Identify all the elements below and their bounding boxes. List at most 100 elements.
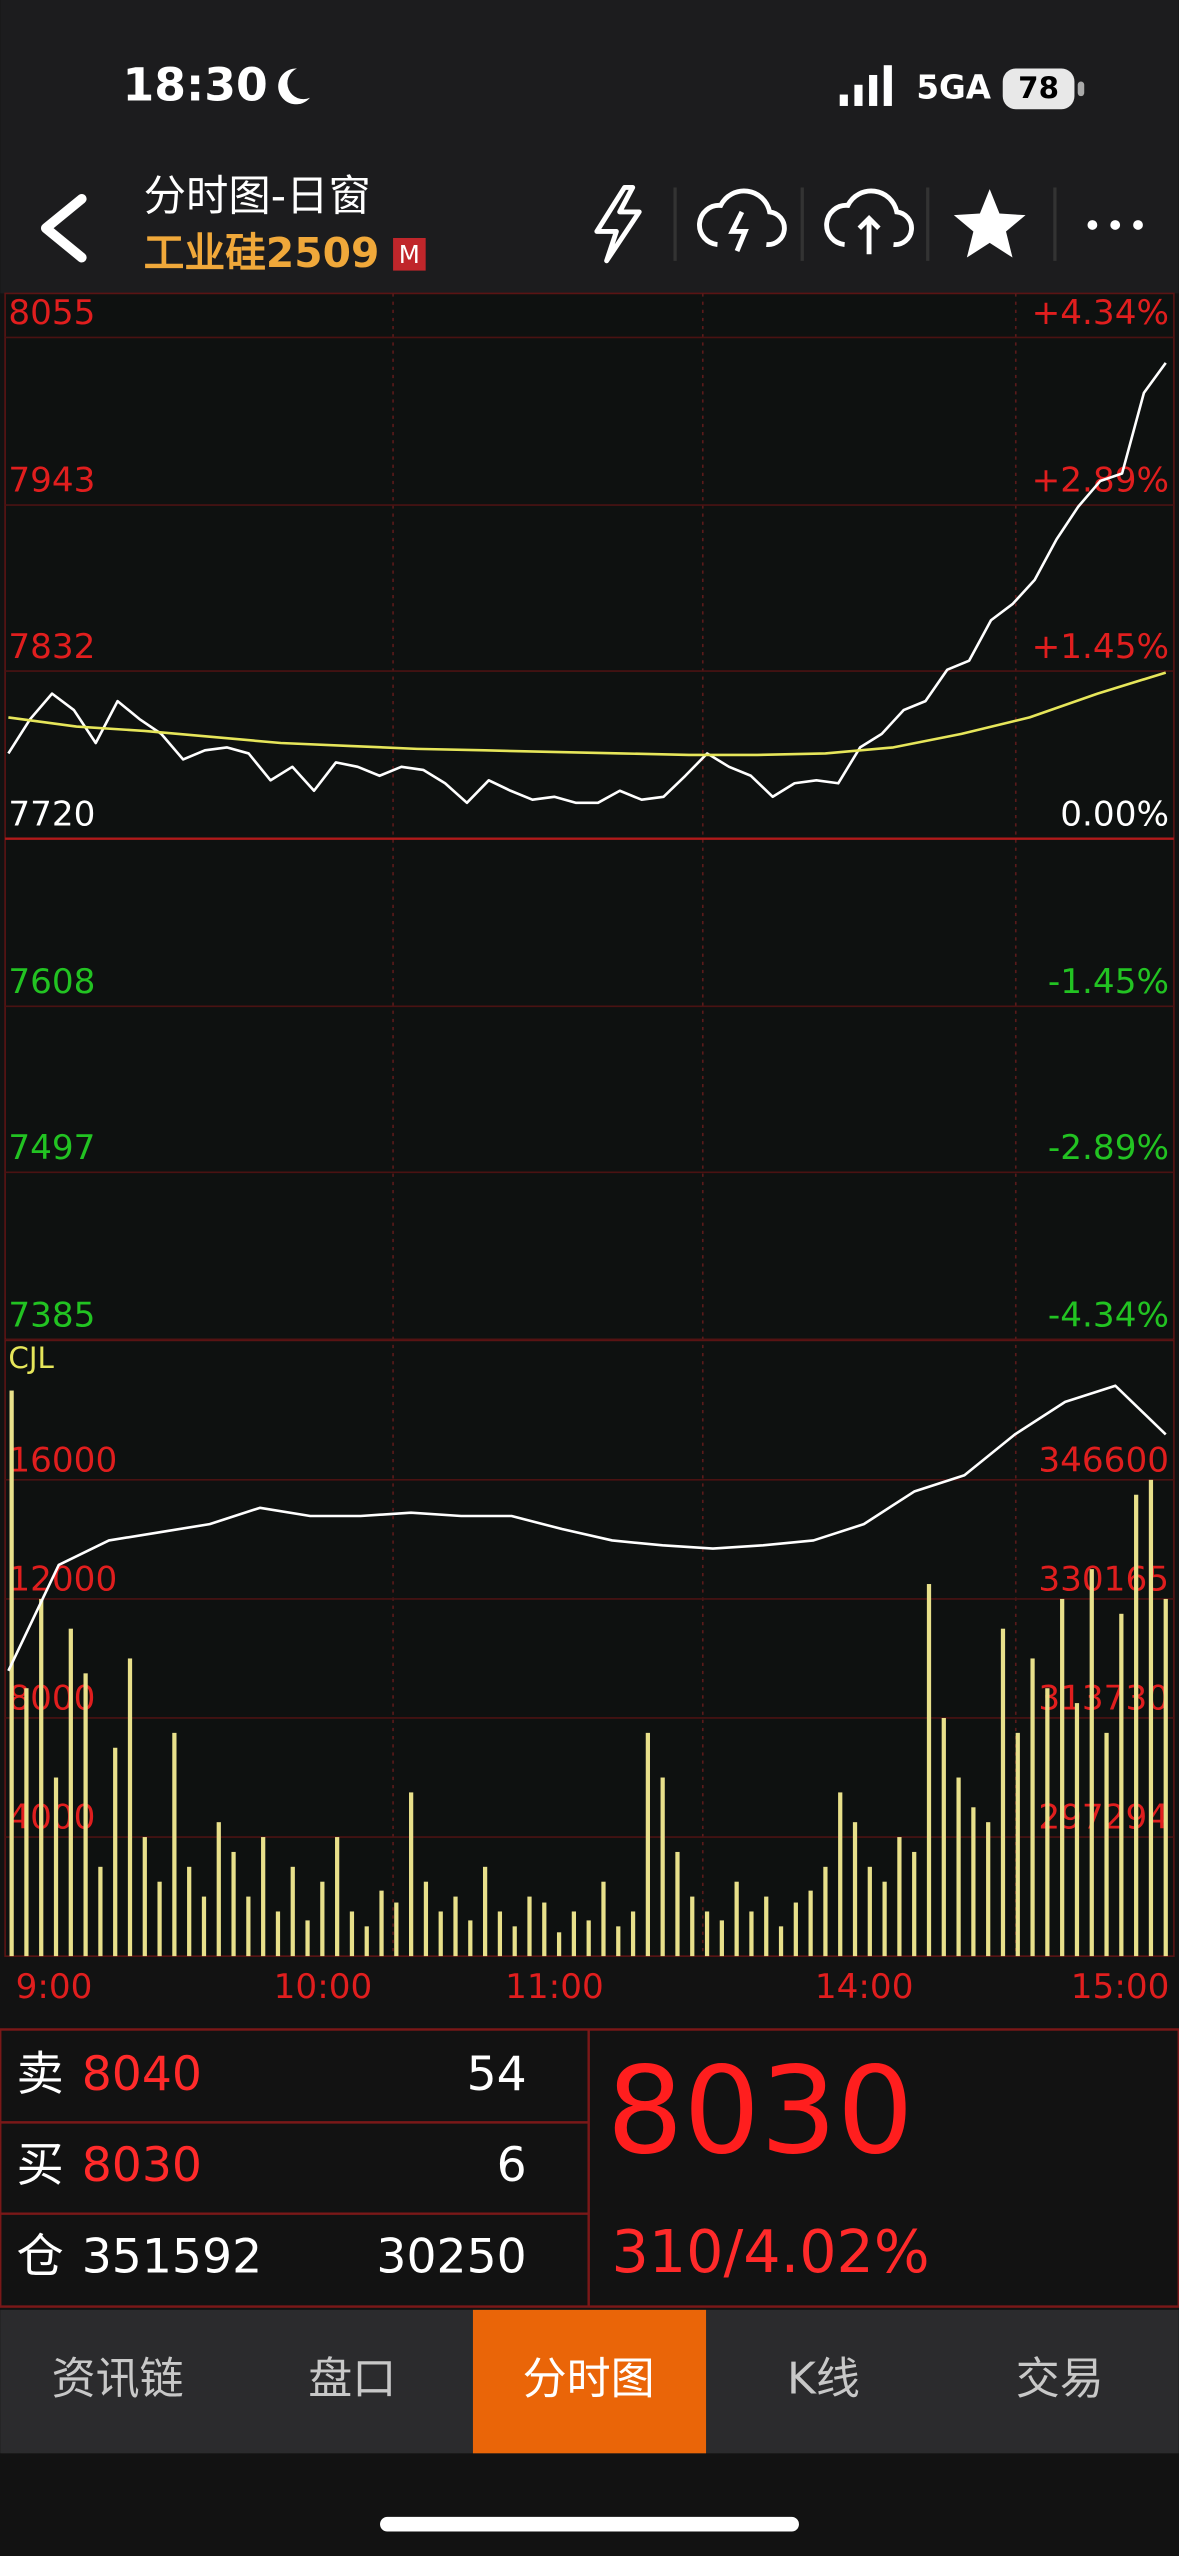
volume-bar <box>719 1920 724 1957</box>
tab[interactable]: 资讯链 <box>52 2354 184 2405</box>
flash-button[interactable] <box>594 185 642 264</box>
y2-tick-label: -2.89% <box>1048 1128 1169 1168</box>
volume-bar <box>1119 1613 1124 1957</box>
tab[interactable]: 盘口 <box>308 2354 396 2405</box>
y2-tick-label: 330165 <box>1038 1560 1169 1600</box>
volume-bar <box>379 1890 384 1957</box>
y-tick-label: 4000 <box>8 1798 95 1838</box>
volume-bar <box>24 1688 29 1957</box>
volume-bar <box>1060 1598 1065 1957</box>
price-chart: 7385 7497 7608 7720 7832 7943 8055 -4.34% -2.89%… <box>5 293 1174 1341</box>
volume-bar <box>201 1896 207 1957</box>
volume-bar <box>838 1792 843 1957</box>
moon-icon <box>278 68 310 105</box>
volume-bar <box>1000 1628 1006 1957</box>
volume-bar <box>941 1717 946 1957</box>
back-button[interactable] <box>40 193 87 263</box>
volume-bar <box>349 1911 355 1957</box>
volume-bar <box>734 1881 739 1957</box>
price-change: 310/4.02% <box>612 2218 930 2286</box>
volume-bar <box>778 1926 784 1957</box>
volume-bar <box>1163 1598 1168 1957</box>
y-tick-label: 7720 <box>8 794 95 834</box>
volume-bar <box>453 1896 458 1957</box>
volume-bar <box>305 1920 310 1957</box>
y-tick-label: 7608 <box>8 962 95 1002</box>
cloud-upload-button[interactable] <box>824 188 914 247</box>
volume-bar <box>616 1926 621 1957</box>
y-tick-label: 7497 <box>8 1128 95 1168</box>
volume-bar <box>882 1881 887 1957</box>
y2-tick-label: -1.45% <box>1048 962 1169 1002</box>
volume-bar <box>793 1902 798 1957</box>
y-tick-label: 7385 <box>8 1296 95 1336</box>
volume-bar <box>231 1851 236 1957</box>
volume-bar <box>630 1911 636 1957</box>
y2-tick-label: +4.34% <box>1032 293 1169 333</box>
volume-bar <box>142 1837 147 1957</box>
volume-bar <box>290 1866 295 1957</box>
volume-bar <box>1030 1658 1035 1957</box>
tab[interactable]: 分时图 <box>523 2354 655 2405</box>
volume-title: CJL <box>8 1341 54 1375</box>
volume-bar <box>98 1866 103 1957</box>
volume-bar <box>675 1851 680 1957</box>
volume-bar <box>764 1896 769 1957</box>
order-book: 卖 8040 54 买 8030 6 仓 351592 30250 <box>17 2047 527 2285</box>
active-tab <box>472 2309 707 2454</box>
volume-bar <box>867 1866 872 1957</box>
volume-bar <box>394 1902 399 1957</box>
x-tick-label: 15:00 <box>1071 1967 1170 2007</box>
battery-icon <box>1002 68 1075 110</box>
home-indicator <box>380 2516 799 2532</box>
volume-bar <box>527 1896 532 1957</box>
volume-bar <box>364 1926 369 1957</box>
y-tick-label: 7943 <box>8 461 95 501</box>
favorite-button[interactable] <box>953 189 1026 258</box>
volume-chart: 4000800012000160002972943137303301653466… <box>5 1384 1174 2007</box>
series-line <box>7 362 1167 805</box>
y-tick-label: 16000 <box>8 1440 117 1480</box>
volume-bar <box>172 1732 177 1957</box>
badge-box <box>393 237 426 271</box>
signal-icon <box>839 65 892 106</box>
more-button[interactable] <box>1087 220 1143 230</box>
volume-bar <box>645 1732 650 1957</box>
tab[interactable]: 交易 <box>1016 2354 1104 2405</box>
y2-tick-label: 0.00% <box>1060 794 1169 834</box>
row-qty: 54 <box>467 2047 527 2102</box>
volume-bar <box>542 1902 547 1957</box>
cloud-upload-arrow <box>857 214 881 255</box>
volume-bar <box>53 1777 59 1957</box>
tabs: 资讯链 盘口 分时图 K线 交易 <box>52 2309 1104 2454</box>
battery-tip <box>1077 81 1085 97</box>
volume-bar <box>956 1777 961 1957</box>
volume-bar <box>1089 1569 1094 1957</box>
x-tick-label: 10:00 <box>274 1967 373 2007</box>
volume-bar <box>275 1911 281 1957</box>
cloud-flash-button[interactable] <box>697 188 787 247</box>
volume-bar <box>704 1911 710 1957</box>
y2-tick-label: 346600 <box>1038 1441 1169 1481</box>
volume-bar <box>1074 1703 1080 1957</box>
tab[interactable]: K线 <box>787 2354 860 2405</box>
page-title: 分时图-日窗 <box>144 171 371 220</box>
volume-bar <box>335 1837 340 1957</box>
series-line <box>7 1384 1167 1672</box>
y2-tick-label: +1.45% <box>1032 627 1169 667</box>
time-grid <box>392 293 1017 1957</box>
chart-area <box>4 292 1175 1957</box>
volume-bar <box>897 1837 902 1957</box>
y-tick-label: 12000 <box>8 1559 117 1599</box>
network: 5GA <box>916 69 991 107</box>
volume-bar <box>157 1881 162 1957</box>
volume-bar <box>1134 1494 1139 1957</box>
row-qty: 6 <box>497 2138 527 2193</box>
volume-bar <box>409 1792 414 1957</box>
row-label: 卖 <box>17 2047 64 2102</box>
volume-bar <box>512 1926 517 1957</box>
volume-bar <box>1104 1732 1109 1957</box>
x-tick-label: 9:00 <box>16 1967 93 2007</box>
